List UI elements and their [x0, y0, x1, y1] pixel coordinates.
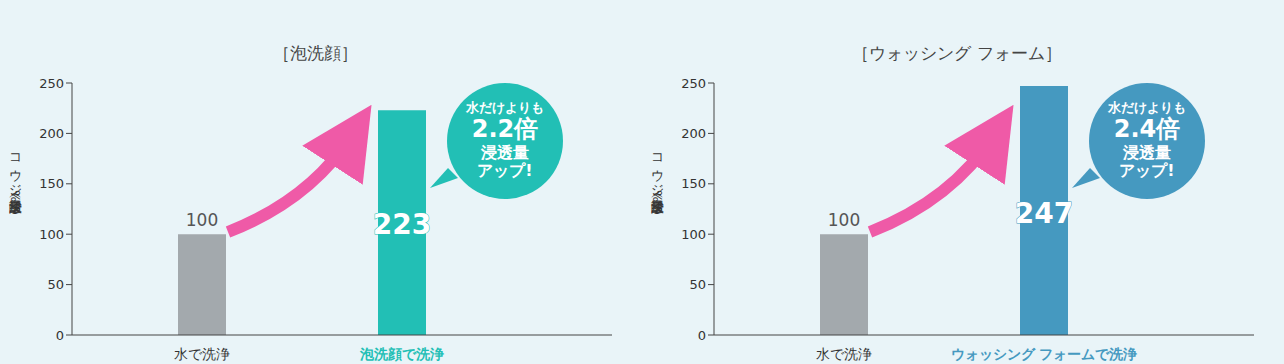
- html-text:水だけよりも: 水だけよりも: [1108, 100, 1186, 116]
- svg-text:250: 250: [39, 76, 64, 91]
- svg-text:223: 223: [373, 208, 431, 241]
- html-text:アップ!: アップ!: [477, 161, 533, 181]
- svg-text:247: 247: [1015, 197, 1073, 230]
- svg-text:200: 200: [39, 126, 64, 141]
- html-text:2.4倍: 2.4倍: [1113, 115, 1181, 144]
- svg-text:50: 50: [689, 277, 706, 292]
- svg-text:250: 250: [681, 76, 706, 91]
- svg-text:50: 50: [47, 277, 64, 292]
- html-text:コウジ酸浸透量（%）: コウジ酸浸透量（%）: [8, 145, 23, 203]
- html-text:［泡洗顔］: ［泡洗顔］: [272, 43, 358, 63]
- svg-text:0: 0: [56, 328, 64, 343]
- html-text:［ウォッシング フォーム］: ［ウォッシング フォーム］: [852, 43, 1062, 63]
- svg-text:100: 100: [186, 210, 218, 230]
- svg-text:150: 150: [39, 176, 64, 191]
- svg-text:150: 150: [681, 176, 706, 191]
- svg-text:100: 100: [681, 227, 706, 242]
- html-text:水だけよりも: 水だけよりも: [466, 100, 544, 116]
- svg-text:200: 200: [681, 126, 706, 141]
- svg-text:100: 100: [828, 210, 860, 230]
- svg-text:泡洗顔で洗浄: 泡洗顔で洗浄: [359, 346, 444, 362]
- html-text:アップ!: アップ!: [1119, 161, 1175, 181]
- svg-text:0: 0: [698, 328, 706, 343]
- html-text:浸透量: 浸透量: [481, 142, 529, 162]
- html-text:浸透量: 浸透量: [1123, 142, 1171, 162]
- svg-text:水で洗浄: 水で洗浄: [816, 346, 872, 362]
- svg-text:水で洗浄: 水で洗浄: [174, 346, 230, 362]
- svg-text:100: 100: [39, 227, 64, 242]
- svg-text:ウォッシング フォームで洗浄: ウォッシング フォームで洗浄: [951, 346, 1138, 362]
- html-text:2.2倍: 2.2倍: [471, 115, 539, 144]
- html-text:コウジ酸浸透量（%）: コウジ酸浸透量（%）: [650, 145, 665, 203]
